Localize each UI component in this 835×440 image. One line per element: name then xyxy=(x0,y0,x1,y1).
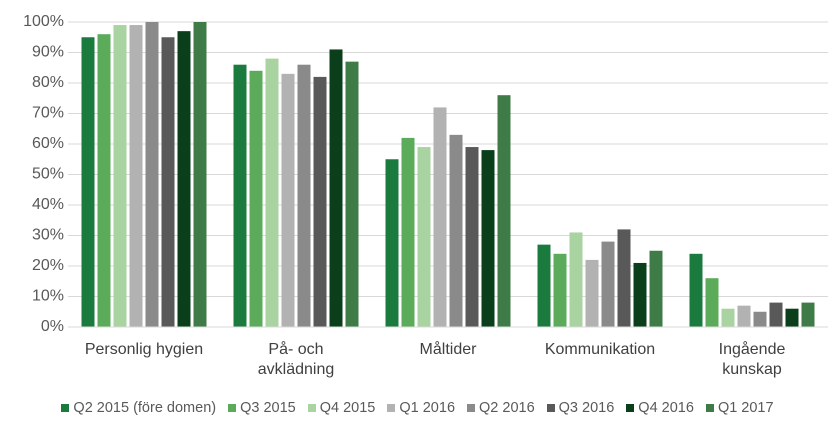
legend-item: Q4 2015 xyxy=(307,400,376,416)
bar xyxy=(601,241,615,327)
bar xyxy=(281,73,295,327)
bar xyxy=(177,31,191,328)
bar xyxy=(617,229,631,327)
legend-item: Q1 2016 xyxy=(387,400,455,416)
bar xyxy=(417,147,431,327)
bar xyxy=(385,159,399,327)
bar xyxy=(721,308,735,327)
legend-swatch xyxy=(228,404,237,412)
bar xyxy=(113,25,127,328)
bar xyxy=(401,137,415,327)
legend-item: Q1 2017 xyxy=(705,400,774,416)
bar xyxy=(249,70,263,328)
bar xyxy=(265,58,279,327)
legend-swatch xyxy=(387,404,396,412)
legend-swatch xyxy=(626,404,635,412)
legend-label: Q4 2016 xyxy=(638,400,694,416)
bar xyxy=(145,22,159,327)
legend-swatch xyxy=(467,404,476,412)
bar xyxy=(753,311,767,327)
bar xyxy=(345,61,359,328)
legend-item: Q2 2015 (före domen) xyxy=(61,400,216,416)
bar xyxy=(649,250,663,327)
y-tick-label: 90% xyxy=(32,44,64,61)
bar xyxy=(297,64,311,327)
y-tick-label: 100% xyxy=(23,13,64,30)
x-tick-label: Personlig hygien xyxy=(84,341,204,358)
legend-label: Q4 2015 xyxy=(319,400,376,416)
x-tick-label: Måltider xyxy=(419,341,477,358)
legend-label: Q3 2016 xyxy=(558,400,615,416)
bar xyxy=(449,134,463,327)
bar xyxy=(129,25,143,328)
bar xyxy=(313,76,327,328)
legend-swatch xyxy=(705,404,714,412)
legend-swatch xyxy=(307,404,316,412)
bar xyxy=(193,22,207,327)
x-tick-label: Kommunikation xyxy=(544,341,656,358)
y-tick-label: 40% xyxy=(32,196,64,213)
legend-swatch xyxy=(546,404,555,412)
legend-item: Q4 2016 xyxy=(626,400,694,416)
bar xyxy=(497,95,511,327)
legend-label: Q3 2015 xyxy=(240,400,296,416)
legend-swatch xyxy=(61,404,70,412)
bar xyxy=(769,302,783,327)
legend-item: Q3 2016 xyxy=(546,400,615,416)
bar xyxy=(97,34,111,327)
legend-label: Q1 2016 xyxy=(399,400,456,416)
legend-item: Q3 2015 xyxy=(228,400,296,416)
x-tick-label: Ingående kunskap xyxy=(718,341,786,378)
bar xyxy=(737,305,751,327)
legend-item: Q2 2016 xyxy=(467,400,535,416)
bar xyxy=(689,253,703,327)
bar xyxy=(161,37,175,327)
legend-label: Q2 2015 (före domen) xyxy=(73,400,217,416)
bar xyxy=(569,232,583,327)
bar xyxy=(553,253,567,327)
bar xyxy=(537,244,551,327)
bar xyxy=(801,302,815,327)
y-tick-label: 80% xyxy=(32,74,64,91)
bar xyxy=(465,147,479,327)
y-tick-label: 10% xyxy=(32,288,64,305)
bar xyxy=(329,49,343,327)
bar xyxy=(481,150,495,327)
y-tick-label: 60% xyxy=(32,135,64,152)
bar xyxy=(81,37,95,327)
bar xyxy=(585,259,599,327)
bar xyxy=(233,64,247,327)
y-tick-label: 50% xyxy=(32,166,64,183)
bar xyxy=(705,278,719,327)
y-tick-label: 70% xyxy=(32,105,64,122)
legend: Q2 2015 (före domen) Q3 2015 Q4 2015 Q1 201… xyxy=(0,400,835,416)
legend-label: Q1 2017 xyxy=(717,400,774,416)
y-tick-label: 20% xyxy=(32,257,64,274)
bar xyxy=(785,308,799,327)
bar xyxy=(433,107,447,328)
y-tick-label: 0% xyxy=(41,318,64,335)
x-tick-label: På- och avklädning xyxy=(257,341,335,378)
bar xyxy=(633,262,647,327)
legend-label: Q2 2016 xyxy=(479,400,535,416)
y-tick-label: 30% xyxy=(32,227,64,244)
